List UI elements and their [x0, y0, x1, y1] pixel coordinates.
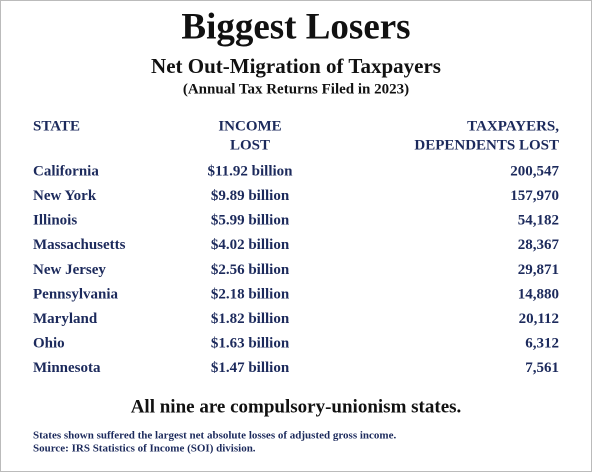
table-cell: $4.02 billion [211, 237, 290, 253]
table-cell: 200,547 [510, 163, 559, 179]
table-cell: 28,367 [518, 237, 560, 253]
footnote: States shown suffered the largest net ab… [33, 430, 396, 442]
footnote: Source: IRS Statistics of Income (SOI) d… [33, 443, 256, 455]
subtitle: Net Out-Migration of Taxpayers [151, 54, 441, 78]
table-cell: $1.63 billion [211, 336, 290, 352]
title: Biggest Losers [181, 6, 410, 47]
table-cell: Maryland [33, 311, 98, 327]
table-cell: $2.18 billion [211, 286, 290, 302]
table-cell: California [33, 163, 99, 179]
table-cell: $1.47 billion [211, 360, 290, 376]
table-cell: Illinois [33, 213, 77, 229]
table-cell: Minnesota [33, 360, 101, 376]
table-cell: Pennsylvania [33, 286, 119, 302]
table-cell: $1.82 billion [211, 311, 290, 327]
subtitle-note: (Annual Tax Returns Filed in 2023) [183, 81, 409, 97]
column-header: STATE [33, 118, 80, 134]
table-cell: New York [33, 188, 97, 204]
table-cell: 14,880 [518, 286, 559, 302]
table-cell: 54,182 [518, 213, 559, 229]
table-cell: 20,112 [519, 311, 559, 327]
column-header: TAXPAYERS, [467, 118, 559, 134]
column-header: DEPENDENTS LOST [414, 137, 559, 153]
table-cell: $11.92 billion [207, 163, 293, 179]
table-cell: $5.99 billion [211, 213, 290, 229]
table-cell: 157,970 [510, 188, 559, 204]
table-cell: Massachusetts [33, 237, 126, 253]
table: STATE INCOME LOST TAXPAYERS, DEPENDENTS LOST… [33, 118, 560, 376]
table-cell: 6,312 [525, 336, 559, 352]
table-cell: 7,561 [525, 360, 559, 376]
column-header: INCOME [218, 118, 281, 134]
table-cell: 29,871 [518, 262, 559, 278]
table-cell: $9.89 billion [211, 188, 290, 204]
statement: All nine are compulsory-unionism states. [131, 396, 462, 417]
table-cell: $2.56 billion [211, 262, 290, 278]
table-cell: New Jersey [33, 262, 106, 278]
table-cell: Ohio [33, 336, 65, 352]
column-header: LOST [230, 137, 270, 153]
